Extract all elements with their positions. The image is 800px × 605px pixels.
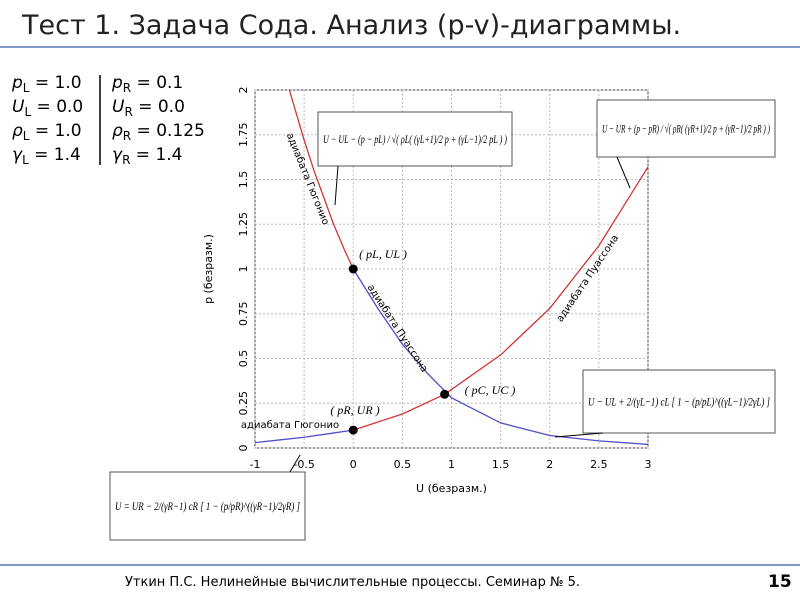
param-value: = 0.1 xyxy=(131,73,183,93)
y-tick-label: 0.25 xyxy=(237,391,250,416)
x-tick-label: 2 xyxy=(546,458,553,471)
formula-arrow xyxy=(334,165,339,206)
curve xyxy=(352,268,649,446)
formula-box xyxy=(582,369,776,434)
footer-text: Уткин П.С. Нелинейные вычислительные про… xyxy=(125,575,580,590)
param-sub: L xyxy=(23,129,30,143)
param-symbol: U xyxy=(112,97,125,117)
x-tick-label: 1.5 xyxy=(492,458,510,471)
page-number: 15 xyxy=(768,572,792,592)
param-symbol: U xyxy=(12,97,25,117)
y-tick-label: 1.75 xyxy=(237,123,250,148)
curve xyxy=(254,429,354,444)
y-tick-label: 0.5 xyxy=(237,350,250,368)
curve xyxy=(353,166,649,431)
formula-box xyxy=(109,471,306,541)
param-value: = 0.0 xyxy=(31,97,83,117)
state-point xyxy=(348,425,358,435)
formula: U − UR + (p − pR) / √( ρR( (γR+1)/2 p + … xyxy=(602,122,770,136)
param-sub: L xyxy=(23,81,30,95)
y-tick-label: 1 xyxy=(237,266,250,273)
param-symbol: ρ xyxy=(12,121,23,141)
x-tick-label: 0.5 xyxy=(394,458,412,471)
param: UR = 0.0 xyxy=(112,97,185,119)
param: γR = 1.4 xyxy=(112,145,183,167)
param-value: = 1.4 xyxy=(29,145,81,165)
param-symbol: ρ xyxy=(112,121,123,141)
formula-arrow xyxy=(616,156,631,189)
formula: U − UL − (p − pL) / √( ρL( (γL+1)/2 p + … xyxy=(323,132,507,146)
formula-box xyxy=(317,111,513,167)
x-tick-label: 3 xyxy=(645,458,652,471)
param-value: = 0.0 xyxy=(133,97,185,117)
param-value: = 1.0 xyxy=(29,121,81,141)
y-axis-label: p (безразм.) xyxy=(202,234,215,304)
param-value: = 1.0 xyxy=(29,73,81,93)
y-tick-label: 1.25 xyxy=(237,212,250,237)
param-sub: R xyxy=(123,81,131,95)
param-sub: L xyxy=(24,105,31,119)
param-symbol: p xyxy=(11,73,23,93)
curve-label: адиабата Гюгонио xyxy=(241,420,339,431)
param-sub: R xyxy=(122,153,130,167)
param-symbol: p xyxy=(111,73,123,93)
x-tick-label: 2.5 xyxy=(590,458,608,471)
point-label: ( pC, UC ) xyxy=(465,383,516,397)
x-tick-label: 0 xyxy=(350,458,357,471)
state-point xyxy=(348,264,358,274)
y-tick-label: 1.5 xyxy=(237,171,250,189)
formula: U − UL + 2/(γL−1) cL [ 1 − (p/pL)^((γL−1… xyxy=(588,395,770,409)
x-axis-label: U (безразм.) xyxy=(416,482,487,495)
param-value: = 1.4 xyxy=(130,145,182,165)
formula-box xyxy=(596,99,776,158)
param-symbol: γ xyxy=(112,145,123,165)
param: pR = 0.1 xyxy=(111,73,183,95)
param-symbol: γ xyxy=(12,145,23,165)
param-value: = 0.125 xyxy=(131,121,205,141)
x-tick-label: -0.5 xyxy=(293,458,314,471)
param-sub: R xyxy=(123,129,131,143)
point-label: ( pR, UR ) xyxy=(330,403,379,417)
param: pL = 1.0 xyxy=(11,73,82,95)
param: ρL = 1.0 xyxy=(12,121,82,143)
formula: U = UR − 2/(γR−1) cR [ 1 − (p/pR)^((γR−1… xyxy=(115,499,300,513)
x-tick-label: -1 xyxy=(250,458,261,471)
curve-label: адиабата Пуассона xyxy=(555,233,621,324)
y-tick-label: 0 xyxy=(237,445,250,452)
param: UL = 0.0 xyxy=(12,97,83,119)
point-label: ( pL, UL ) xyxy=(359,247,407,261)
param: ρR = 0.125 xyxy=(112,121,205,143)
curve xyxy=(288,89,354,270)
curve-label: адиабата Пуассона xyxy=(365,283,430,375)
param-sub: L xyxy=(22,153,29,167)
formula-arrow xyxy=(289,454,301,473)
y-tick-label: 0.75 xyxy=(237,302,250,327)
x-tick-label: 1 xyxy=(448,458,455,471)
slide-title: Тест 1. Задача Сода. Анализ (p-v)-диагра… xyxy=(21,10,681,41)
param: γL = 1.4 xyxy=(12,145,81,167)
state-point xyxy=(440,389,450,399)
formula-arrow xyxy=(554,432,604,438)
param-sub: R xyxy=(124,105,132,119)
y-tick-label: 2 xyxy=(237,87,250,94)
